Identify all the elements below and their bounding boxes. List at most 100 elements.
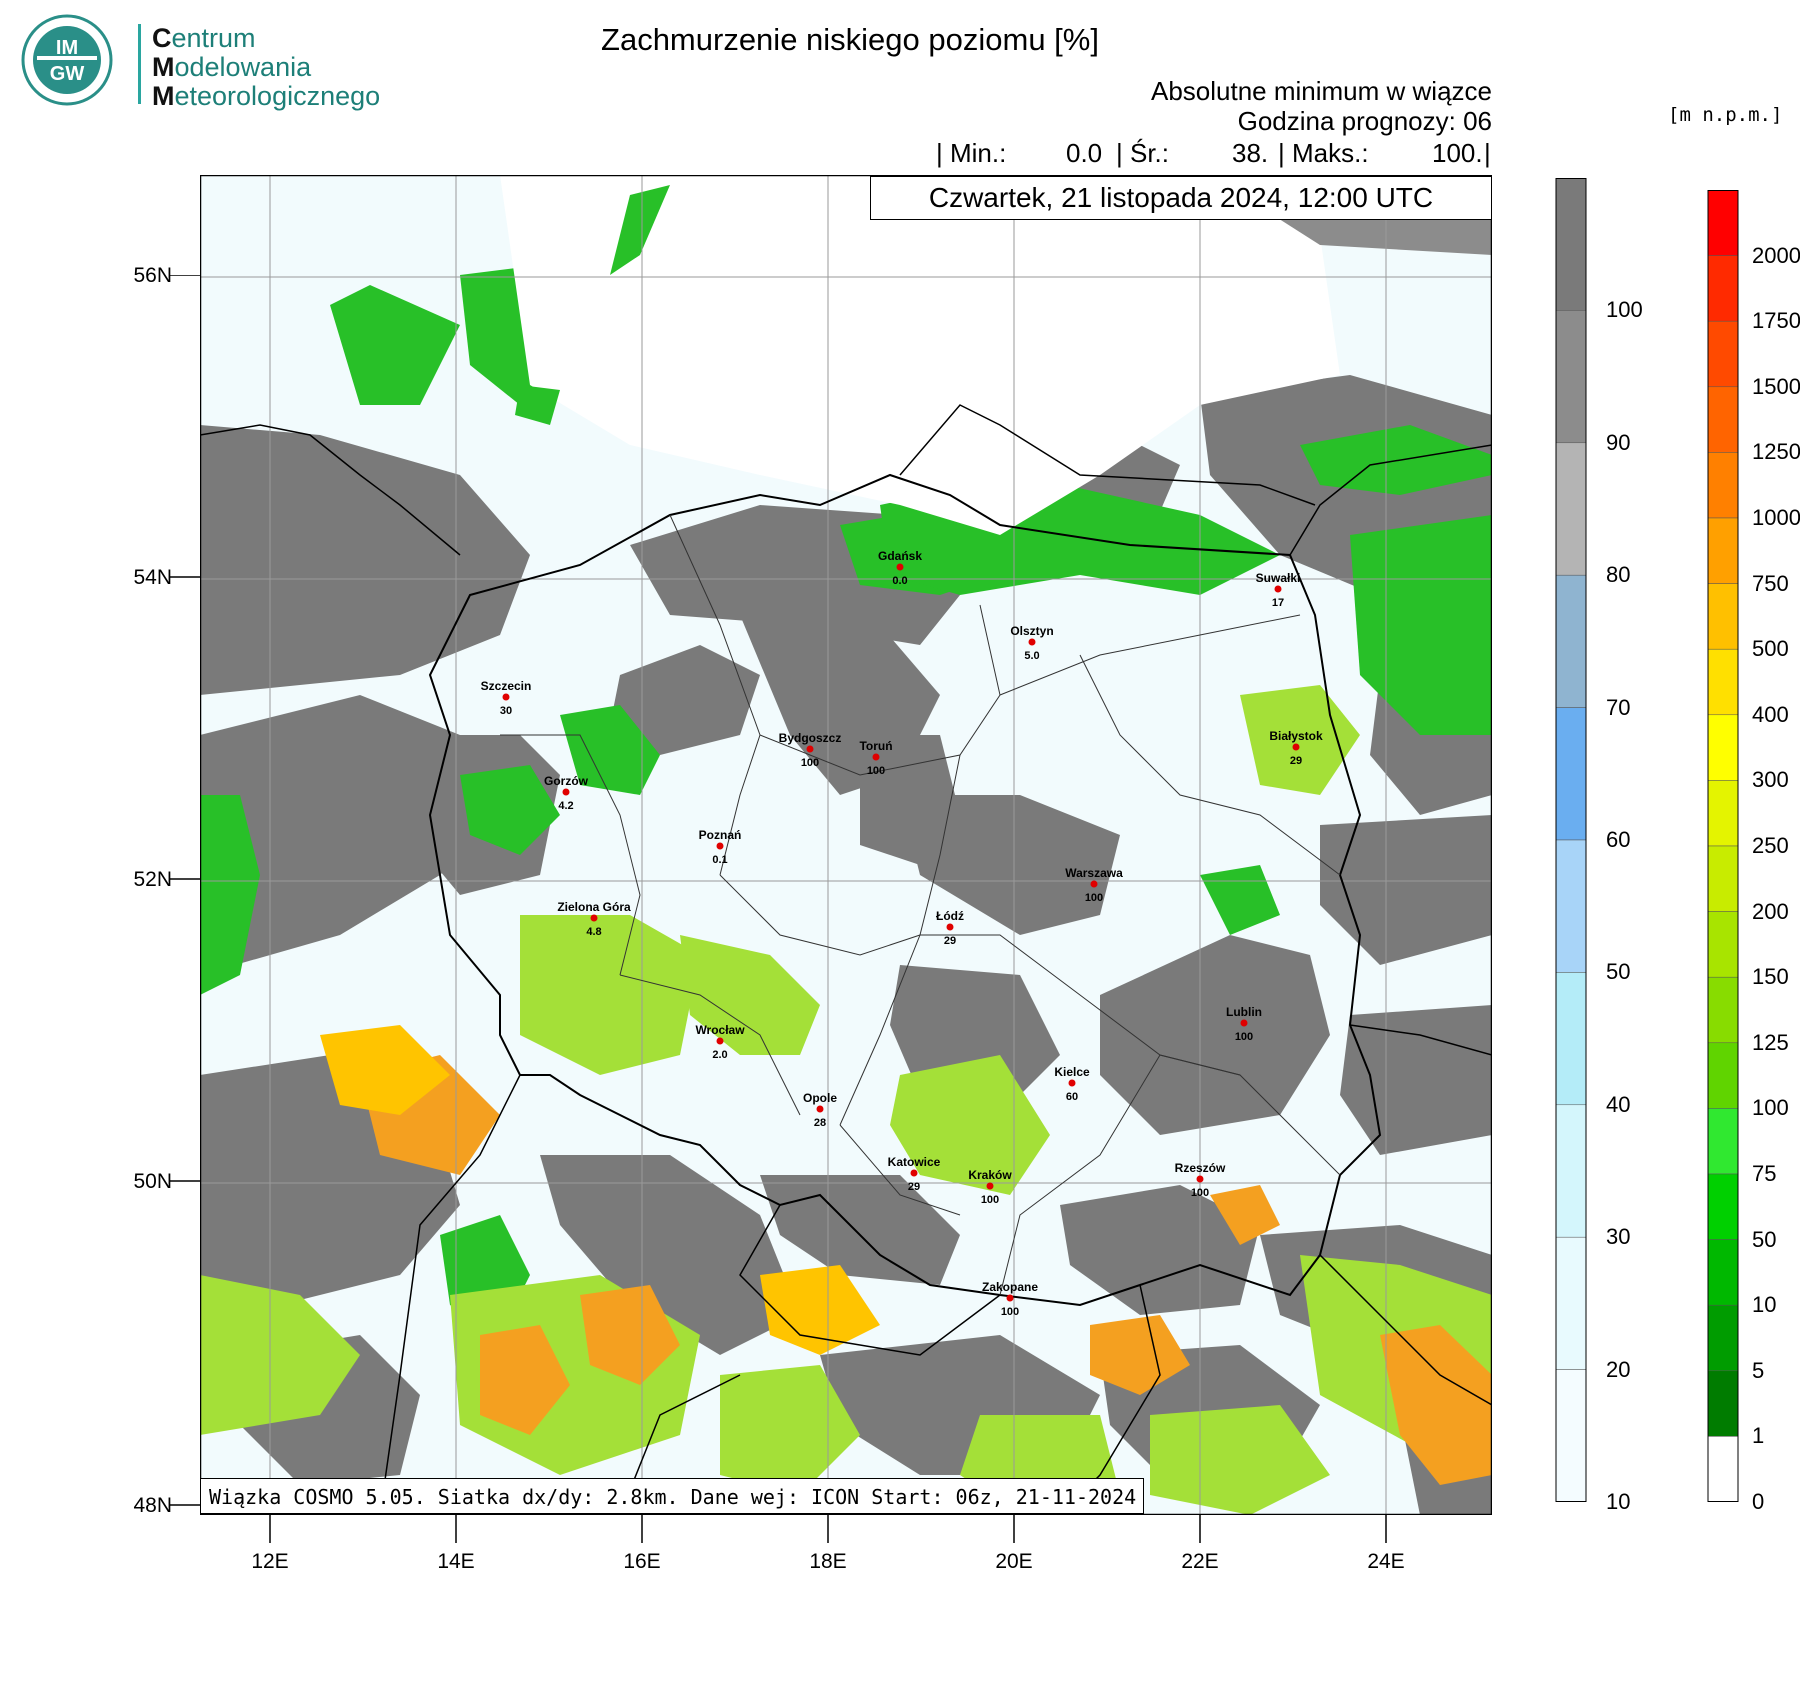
city-value: 28 <box>814 1117 826 1129</box>
city-marker: Białystok 29 <box>1269 729 1323 767</box>
colorbar-swatch <box>1707 1042 1739 1109</box>
colorbar-label: 60 <box>1606 827 1631 852</box>
colorbar-label: 50 <box>1606 959 1631 985</box>
city-marker: Kraków 100 <box>968 1168 1012 1206</box>
city-name: Kraków <box>968 1168 1012 1182</box>
lon-label: 18E <box>809 1550 847 1573</box>
island-icon <box>515 385 560 425</box>
city-name: Lublin <box>1226 1005 1262 1019</box>
city-value: 100 <box>1235 1031 1253 1043</box>
lon-label: 12E <box>251 1550 289 1573</box>
colorbar-swatch <box>1707 1239 1739 1306</box>
city-dot <box>1090 880 1098 888</box>
colorbar-label: 30 <box>1606 1224 1631 1250</box>
city-dot <box>562 788 570 796</box>
city-name: Kielce <box>1054 1065 1090 1079</box>
city-value: 0.1 <box>712 854 727 866</box>
city-value: 0.0 <box>892 575 907 587</box>
city-dot <box>872 753 880 761</box>
colorbar-swatch <box>1707 1370 1739 1437</box>
lon-label: 20E <box>995 1550 1033 1573</box>
city-marker: Wrocław 2.0 <box>695 1023 745 1061</box>
city-name: Poznań <box>699 828 742 842</box>
city-value: 100 <box>1001 1306 1019 1318</box>
colorbar-label: 80 <box>1606 562 1631 588</box>
cloud-colorbar <box>1555 178 1587 1502</box>
city-dot <box>590 914 598 922</box>
city-marker: Lublin 100 <box>1226 1005 1262 1043</box>
forecast-date: Czwartek, 21 listopada 2024, 12:00 UTC <box>870 176 1492 220</box>
lat-label: 48N <box>133 1494 172 1517</box>
colorbar-swatch <box>1707 714 1739 781</box>
map-title: Zachmurzenie niskiego poziomu [%] <box>601 22 1099 57</box>
terrain-orange-layer <box>360 1055 1492 1485</box>
colorbar-swatch <box>1707 320 1739 388</box>
city-dot <box>910 1169 918 1177</box>
city-name: Zakopane <box>982 1280 1038 1294</box>
city-marker: Katowice 29 <box>888 1155 941 1193</box>
lat-label: 50N <box>133 1170 172 1193</box>
colorbar-label: 250 <box>1752 833 1789 858</box>
colorbar-label: 150 <box>1752 964 1789 990</box>
colorbar-label: 10 <box>1752 1292 1777 1318</box>
voivodeship-borders <box>500 514 1341 1296</box>
city-dot <box>716 842 724 850</box>
colorbar-swatch <box>1707 648 1739 716</box>
colorbar-swatch <box>1555 972 1587 1106</box>
city-layer: Gdańsk 0.0 Suwałki 17 Olsztyn 5.0 Szczecin 30 By… <box>481 549 1323 1318</box>
city-marker: Kielce 60 <box>1054 1065 1090 1103</box>
colorbar-swatch <box>1555 707 1587 841</box>
city-dot <box>1292 743 1300 751</box>
lon-ticks <box>269 1515 1387 1543</box>
city-marker: Warszawa 100 <box>1065 866 1123 904</box>
city-value: 60 <box>1066 1091 1078 1103</box>
city-dot <box>896 563 904 571</box>
colorbar-label: 1500 <box>1752 373 1800 399</box>
imgw-logo: IM GW Centrum Modelowania Meteorologiczn… <box>10 10 382 111</box>
stats-sep: | Maks.: <box>1278 138 1369 168</box>
colorbar-label: 1 <box>1752 1423 1765 1449</box>
colorbar-label: 400 <box>1752 701 1789 727</box>
city-dot <box>1028 638 1036 646</box>
colorbar-label: 2000 <box>1752 242 1800 268</box>
city-dot <box>716 1037 724 1045</box>
logo-badge-text-2: GW <box>50 63 85 85</box>
colorbar-swatch <box>1707 255 1739 322</box>
colorbar-label: 1750 <box>1752 308 1800 334</box>
map-frame <box>200 175 1492 1515</box>
lon-label: 24E <box>1367 1550 1405 1573</box>
stats-sep: | <box>1484 138 1491 168</box>
colorbar-label: 20 <box>1606 1356 1631 1382</box>
lat-label: 56N <box>133 264 172 287</box>
stats-max: 100. <box>1432 138 1483 168</box>
map-subtitle-1: Absolutne minimum w wiązce <box>1150 76 1492 106</box>
colorbar-label: 100 <box>1606 297 1643 323</box>
colorbar-label: 5 <box>1752 1357 1765 1383</box>
model-info: Wiązka COSMO 5.05. Siatka dx/dy: 2.8km. … <box>200 1478 1144 1514</box>
city-value: 100 <box>867 765 885 777</box>
city-name: Olsztyn <box>1010 624 1053 638</box>
city-dot <box>816 1105 824 1113</box>
city-marker: Gdańsk 0.0 <box>878 549 922 587</box>
colorbar-swatch <box>1707 780 1739 847</box>
logo-badge-text: IM <box>56 37 78 59</box>
stats-sep: | Śr.: <box>1116 138 1169 168</box>
city-name: Gorzów <box>544 774 589 788</box>
city-value: 5.0 <box>1024 650 1039 662</box>
logo-line-1: Centrum <box>152 23 256 53</box>
colorbar-swatch <box>1555 178 1587 311</box>
colorbar-swatch <box>1707 386 1739 453</box>
stats-sep: | Min.: <box>936 138 1007 168</box>
city-marker: Olsztyn 5.0 <box>1010 624 1053 662</box>
colorbar-label: 500 <box>1752 636 1789 662</box>
colorbar-swatch <box>1707 1108 1739 1175</box>
colorbar-swatch <box>1707 190 1739 256</box>
city-value: 4.8 <box>586 926 601 938</box>
terrain-green-north <box>610 185 670 275</box>
colorbar-frame <box>1707 190 1739 1502</box>
colorbar-swatch <box>1555 310 1587 444</box>
colorbar-frame <box>1555 178 1587 1502</box>
colorbar-swatch <box>1707 517 1739 584</box>
logo-text: Centrum Modelowania Meteorologicznego <box>152 24 380 111</box>
terrain-colorbar <box>1707 190 1739 1502</box>
